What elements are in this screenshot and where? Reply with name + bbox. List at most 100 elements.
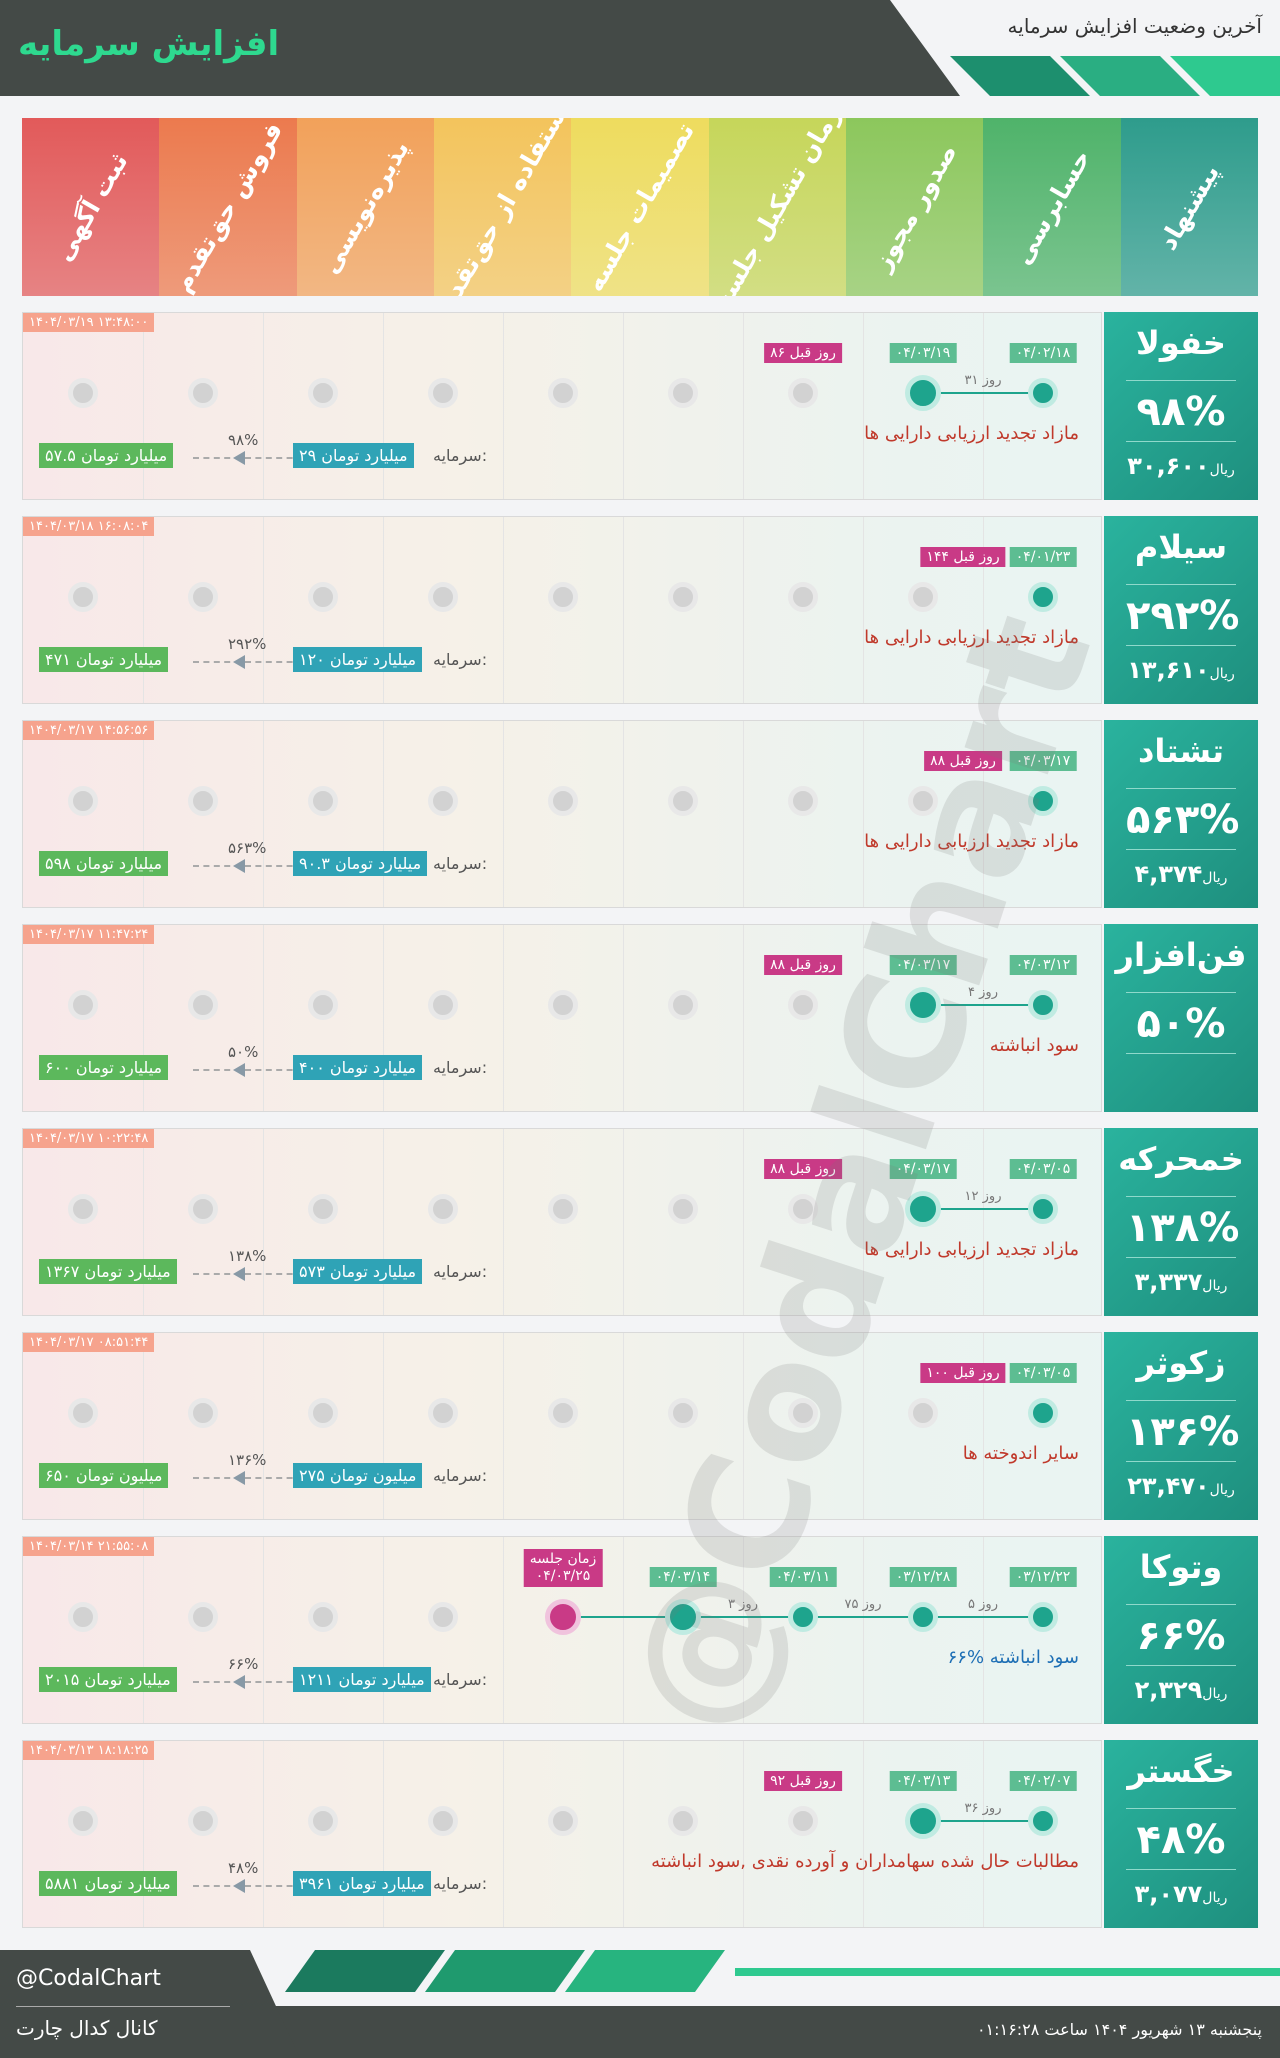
stage-dot-pending — [428, 990, 458, 1020]
company-row[interactable]: ۱۴۰۴/۰۳/۱۹ ۱۳:۴۸:۰۰ ۰۴/۰۲/۱۸ ۰۴/۰۳/۱۹ ۳۱ رو… — [22, 312, 1258, 500]
stage-date: ۰۴/۰۳/۱۹ — [889, 343, 957, 363]
company-row[interactable]: ۱۴۰۴/۰۳/۱۷ ۱۰:۲۲:۴۸ ۰۴/۰۳/۰۵ ۰۴/۰۳/۱۷ ۱۲ رو… — [22, 1128, 1258, 1316]
stage-divider — [263, 1537, 264, 1723]
current-capital-box: ۲۷۵ میلیون تومان — [293, 1463, 423, 1488]
increase-source: ۶۶% سود انباشته — [947, 1647, 1079, 1668]
stage-dot-pending — [668, 582, 698, 612]
stage-divider — [983, 1333, 984, 1519]
capital-label: سرمایه: — [433, 446, 488, 465]
symbol-panel[interactable]: خگستر ۴۸% ۳,۰۷۷ریال — [1104, 1740, 1258, 1928]
company-row[interactable]: ۱۴۰۴/۰۳/۱۷ ۱۴:۵۶:۵۶ ۰۴/۰۳/۱۷ ۸۸ روز قبل ماز… — [22, 720, 1258, 908]
stage-divider — [743, 517, 744, 703]
stage-dot-pending — [308, 378, 338, 408]
symbol-panel[interactable]: سیلام ۲۹۲% ۱۳,۶۱۰ریال — [1104, 516, 1258, 704]
price-value: ۴,۳۷۴ — [1134, 860, 1203, 888]
symbol-panel[interactable]: فن‌افزار ۵۰% — [1104, 924, 1258, 1112]
stage-divider — [143, 1537, 144, 1723]
page-title: افزایش سرمایه — [18, 24, 280, 64]
symbol-panel[interactable]: زکوثر ۱۳۶% ۲۳,۴۷۰ریال — [1104, 1332, 1258, 1520]
stage-dot-completed — [1028, 990, 1058, 1020]
stage-divider — [263, 721, 264, 907]
stage-dot-completed — [908, 1602, 938, 1632]
stage-dot-pending — [188, 786, 218, 816]
stage-dot-pending — [308, 990, 338, 1020]
stage-dot-pending — [68, 1194, 98, 1224]
symbol-panel[interactable]: خمحرکه ۱۳۸% ۳,۳۳۷ریال — [1104, 1128, 1258, 1316]
stage-divider — [143, 517, 144, 703]
stage-divider — [743, 1741, 744, 1927]
stage-date: ۰۴/۰۳/۱۷ — [889, 1159, 957, 1179]
symbol-panel[interactable]: خفولا ۹۸% ۳۰,۶۰۰ریال — [1104, 312, 1258, 500]
stage-label: صدور مجوز — [866, 138, 963, 276]
increase-source: سود انباشته — [989, 1035, 1079, 1056]
stage-divider — [143, 925, 144, 1111]
days-gap: ۳۶ روز — [964, 1801, 1002, 1816]
capital-change-percent: ۱۳۸% — [1126, 1196, 1239, 1258]
company-row[interactable]: ۱۴۰۴/۰۳/۱۳ ۱۸:۱۸:۲۵ ۰۴/۰۲/۰۷ ۰۴/۰۳/۱۳ ۳۶ رو… — [22, 1740, 1258, 1928]
new-capital-box: ۱۳۶۷ میلیارد تومان — [39, 1259, 177, 1284]
timeline-card: ۱۴۰۴/۰۳/۱۸ ۱۶:۰۸:۰۴ ۰۴/۰۱/۲۳ ۱۴۴ روز قبل ما… — [22, 516, 1102, 704]
stage-dot-pending — [788, 1398, 818, 1428]
stage-divider — [143, 313, 144, 499]
capital-label: سرمایه: — [433, 1874, 488, 1893]
company-row[interactable]: ۱۴۰۴/۰۳/۱۴ ۲۱:۵۵:۰۸ ۰۳/۱۲/۲۲ ۰۳/۱۲/۲۸ ۵ روز… — [22, 1536, 1258, 1724]
stage-dot-completed — [1028, 1806, 1058, 1836]
stage-date: ۰۴/۰۳/۱۷ — [1009, 751, 1077, 771]
stage-divider — [263, 925, 264, 1111]
announcement-timestamp: ۱۴۰۴/۰۳/۱۷ ۱۱:۴۷:۲۴ — [23, 925, 155, 944]
stage-dot-pending — [668, 990, 698, 1020]
stage-dot-pending — [428, 378, 458, 408]
stage-dot-pending — [68, 1806, 98, 1836]
stage-divider — [623, 1129, 624, 1315]
stage-dot-completed — [1028, 1194, 1058, 1224]
capital-arrow — [193, 1273, 303, 1275]
stage-dot-pending — [788, 1806, 818, 1836]
days-gap: ۳۱ روز — [964, 373, 1002, 388]
stage-divider — [863, 721, 864, 907]
stage-dot-pending — [188, 1602, 218, 1632]
announcement-timestamp: ۱۴۰۴/۰۳/۱۴ ۲۱:۵۵:۰۸ — [23, 1537, 155, 1556]
current-capital-box: ۴۰۰ میلیارد تومان — [293, 1055, 423, 1080]
capital-arrow — [193, 661, 303, 663]
company-row[interactable]: ۱۴۰۴/۰۳/۱۸ ۱۶:۰۸:۰۴ ۰۴/۰۱/۲۳ ۱۴۴ روز قبل ما… — [22, 516, 1258, 704]
stage-dot-meeting — [545, 1599, 581, 1635]
footer-handle[interactable]: @CodalChart — [16, 1966, 161, 1991]
price-unit: ریال — [1209, 462, 1235, 478]
stage-divider — [863, 925, 864, 1111]
increase-source: مطالبات حال شده سهامداران و آورده نقدی ,… — [651, 1851, 1079, 1872]
stage-divider — [623, 313, 624, 499]
progress-line — [923, 1004, 1043, 1006]
stage-header: استفاده از حق‌تقدم — [433, 118, 572, 296]
stage-dot-pending — [548, 378, 578, 408]
stage-dot-pending — [188, 1398, 218, 1428]
days-ago-badge: ۸۸ روز قبل — [764, 1159, 842, 1179]
stage-dot-completed — [905, 987, 941, 1023]
price-unit: ریال — [1209, 1482, 1235, 1498]
stage-divider — [383, 721, 384, 907]
symbol-panel[interactable]: تشتاد ۵۶۳% ۴,۳۷۴ریال — [1104, 720, 1258, 908]
stage-dot-completed — [905, 375, 941, 411]
stage-dot-pending — [188, 990, 218, 1020]
stage-divider — [863, 1537, 864, 1723]
company-row[interactable]: ۱۴۰۴/۰۳/۱۷ ۱۱:۴۷:۲۴ ۰۴/۰۳/۱۲ ۰۴/۰۳/۱۷ ۴ روز… — [22, 924, 1258, 1112]
stage-label: ثبت آگهی — [48, 147, 134, 267]
company-row[interactable]: ۱۴۰۴/۰۳/۱۷ ۰۸:۵۱:۴۴ ۰۴/۰۳/۰۵ ۱۰۰ روز قبل سا… — [22, 1332, 1258, 1520]
days-ago-badge: ۹۲ روز قبل — [764, 1771, 842, 1791]
stage-header: فروش حق‌تقدم — [159, 118, 297, 296]
stage-divider — [263, 1333, 264, 1519]
price-value: ۳,۰۷۷ — [1134, 1880, 1203, 1908]
stage-dot-pending — [668, 1806, 698, 1836]
stage-label: استفاده از حق‌تقدم — [433, 118, 572, 296]
stage-dot-completed — [788, 1602, 818, 1632]
header-stripes — [950, 56, 1280, 96]
new-capital-box: ۶۰۰ میلیارد تومان — [39, 1055, 169, 1080]
stage-dot-pending — [428, 1194, 458, 1224]
stage-divider — [623, 1333, 624, 1519]
symbol-name: سیلام — [1134, 528, 1228, 566]
stage-dot-pending — [188, 378, 218, 408]
symbol-panel[interactable]: وتوکا ۶۶% ۲,۳۲۹ریال — [1104, 1536, 1258, 1724]
stage-divider — [743, 721, 744, 907]
stage-dot-pending — [548, 1194, 578, 1224]
capital-change-percent: ۲۹۲% — [1126, 584, 1239, 646]
capital-label: سرمایه: — [433, 650, 488, 669]
